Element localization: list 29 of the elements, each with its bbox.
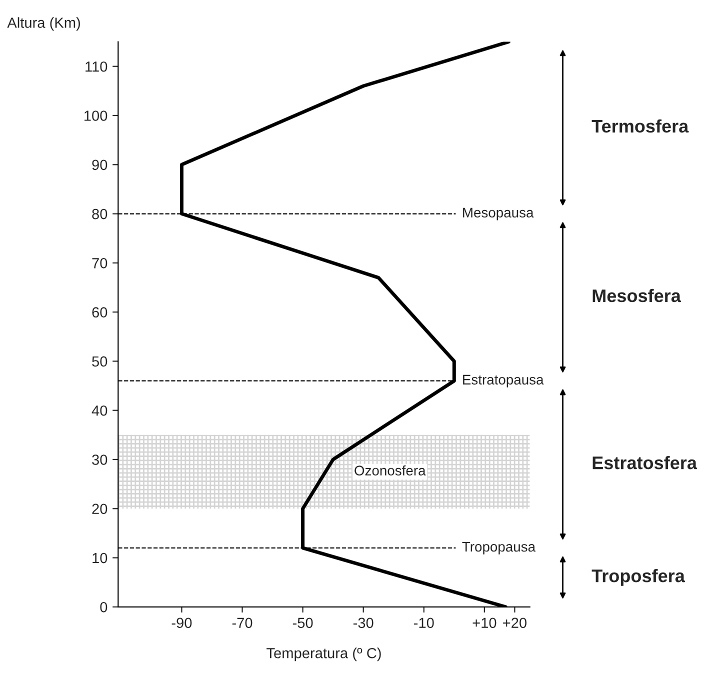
x-tick-label: +10 bbox=[472, 618, 496, 628]
y-axis-title: Altura (Km) bbox=[7, 17, 80, 31]
y-tick-label: 110 bbox=[86, 61, 108, 72]
y-tick-label: 90 bbox=[92, 160, 108, 170]
y-tick-label: 40 bbox=[92, 405, 108, 416]
text: Mesosfera bbox=[592, 288, 682, 302]
text: Estratosfera bbox=[592, 456, 698, 470]
ref-line-label: Tropopausa bbox=[462, 542, 536, 554]
y-tick-label: 0 bbox=[100, 602, 108, 612]
y-tick-label: 10 bbox=[92, 552, 108, 564]
y-tick-label: 100 bbox=[84, 110, 108, 121]
x-axis-title: Temperatura (º C) bbox=[266, 648, 381, 662]
y-tick-label: 20 bbox=[92, 504, 108, 514]
x-tick-label: -30 bbox=[353, 618, 374, 628]
x-tick-label: -70 bbox=[232, 618, 252, 628]
y-tick-label: 50 bbox=[92, 356, 108, 367]
band-label: Ozonosfera bbox=[354, 465, 426, 476]
x-tick-label: +20 bbox=[503, 618, 527, 628]
x-tick-label: -10 bbox=[414, 618, 434, 628]
x-tick-label: -50 bbox=[292, 618, 313, 628]
text: Troposfera bbox=[592, 569, 686, 586]
x-tick-label: -90 bbox=[172, 618, 192, 628]
ref-line-label: Estratopausa bbox=[463, 374, 544, 388]
y-tick-label: 30 bbox=[92, 454, 108, 465]
text: Termosfera bbox=[592, 119, 689, 133]
y-tick-label: 70 bbox=[92, 258, 108, 268]
y-tick-label: 60 bbox=[92, 307, 108, 318]
ref-line-label: Mesopausa bbox=[463, 208, 534, 220]
y-tick-label: 80 bbox=[92, 208, 108, 220]
